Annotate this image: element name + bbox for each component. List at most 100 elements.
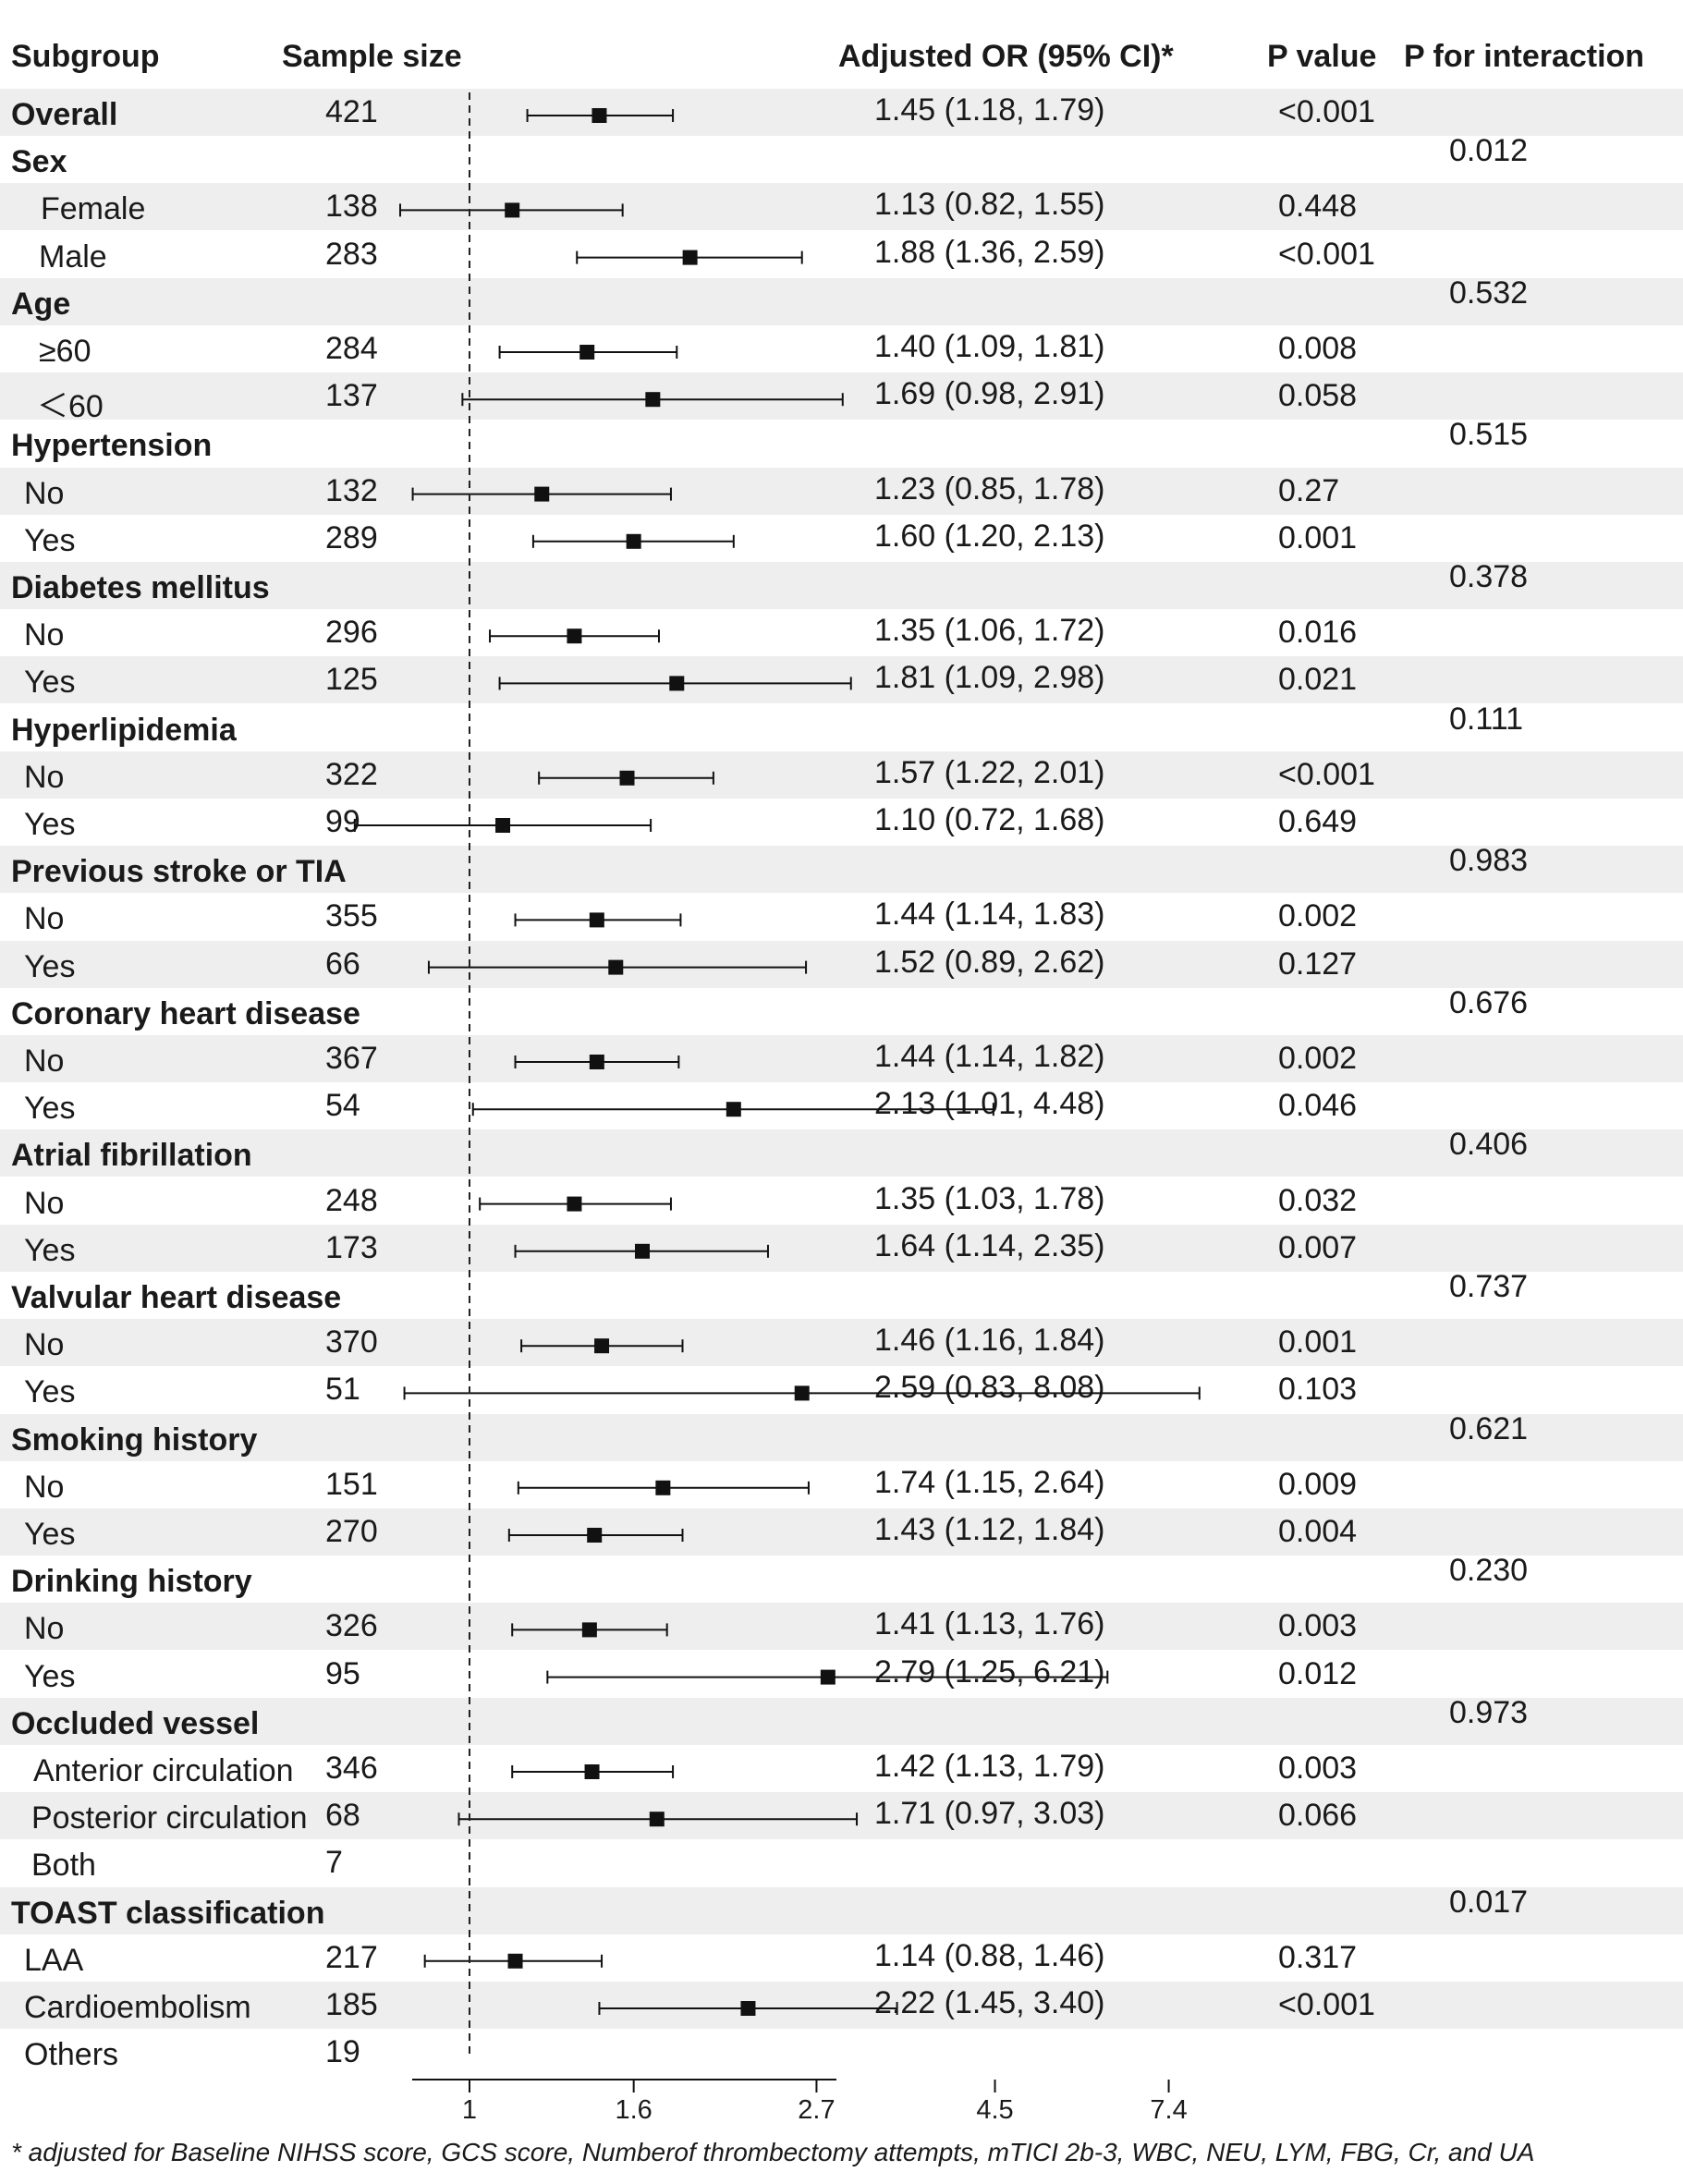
sample-size-value: 217: [325, 1939, 378, 1975]
group-row: TOAST classification 0.017: [0, 1884, 1683, 1934]
sample-size-value: 138: [325, 189, 378, 225]
p-value: <0.001: [1278, 236, 1375, 272]
p-interaction-value: 0.406: [1449, 1127, 1529, 1163]
p-value: 0.448: [1278, 189, 1358, 225]
subgroup-label: ＜60: [37, 389, 104, 425]
subgroup-row: No 370 1.46 (1.16, 1.84) 0.001: [0, 1319, 1683, 1367]
footnote: * adjusted for Baseline NIHSS score, GCS…: [11, 2138, 1535, 2166]
group-row: Diabetes mellitus 0.378: [0, 559, 1683, 609]
group-label: Overall: [11, 97, 118, 132]
or-ci-text: 2.79 (1.25, 6.21): [874, 1653, 1105, 1690]
subgroup-row: Yes 289 1.60 (1.20, 2.13) 0.001: [0, 515, 1683, 562]
p-value: 0.032: [1278, 1182, 1358, 1218]
sample-size-value: 355: [325, 898, 378, 934]
or-ci-text: 1.35 (1.06, 1.72): [874, 613, 1105, 649]
subgroup-label: No: [24, 901, 65, 937]
group-label: Diabetes mellitus: [11, 570, 270, 605]
group-row: Coronary heart disease 0.676: [0, 984, 1683, 1035]
subgroup-label: No: [24, 1327, 65, 1363]
subgroup-row: Posterior circulation 68 1.71 (0.97, 3.03)…: [0, 1792, 1683, 1840]
sample-size-value: 54: [325, 1088, 360, 1124]
subgroup-label: Yes: [24, 948, 76, 984]
or-ci-text: 1.40 (1.09, 1.81): [874, 329, 1105, 364]
subgroup-row: Yes 173 1.64 (1.14, 2.35) 0.007: [0, 1224, 1683, 1272]
subgroup-row: No 326 1.41 (1.13, 1.76) 0.003: [0, 1603, 1683, 1651]
subgroup-row: Both 7: [0, 1839, 1683, 1886]
p-interaction-value: 0.230: [1449, 1553, 1529, 1589]
p-interaction-value: 0.676: [1449, 984, 1529, 1020]
subgroup-row: Yes 95 2.79 (1.25, 6.21) 0.012: [0, 1651, 1683, 1698]
subgroup-row: Female 138 1.13 (0.82, 1.55) 0.448: [0, 183, 1683, 231]
subgroup-label: LAA: [24, 1942, 84, 1978]
header-p-value: P value: [1267, 39, 1377, 74]
group-label: Age: [11, 286, 71, 322]
p-value: 0.001: [1278, 519, 1358, 555]
subgroup-label: No: [24, 1469, 65, 1505]
subgroup-label: ≥60: [39, 334, 91, 369]
or-ci-text: 1.74 (1.15, 2.64): [874, 1464, 1105, 1500]
sample-size-value: 289: [325, 519, 378, 555]
group-label: TOAST classification: [11, 1895, 325, 1931]
group-label: Hypertension: [11, 428, 213, 464]
group-label: Valvular heart disease: [11, 1280, 342, 1315]
p-value: 0.002: [1278, 1041, 1358, 1076]
group-row: Previous stroke or TIA 0.983: [0, 843, 1683, 894]
sample-size-value: 346: [325, 1751, 378, 1786]
group-label: Smoking history: [11, 1421, 258, 1458]
sample-size-value: 370: [325, 1324, 378, 1360]
sample-size-value: 66: [325, 946, 360, 982]
or-ci-text: 1.69 (0.98, 2.91): [874, 376, 1105, 412]
sample-size-value: 137: [325, 378, 378, 414]
subgroup-row: Others 19: [0, 2029, 1683, 2076]
subgroup-row: Yes 51 2.59 (0.83, 8.08) 0.103: [0, 1366, 1683, 1413]
group-row: Drinking history 0.230: [0, 1553, 1683, 1603]
sample-size-value: 185: [325, 1987, 378, 2022]
sample-size-value: 99: [325, 804, 360, 839]
sample-size-value: 125: [325, 662, 378, 698]
p-value: 0.016: [1278, 615, 1358, 651]
p-interaction-value: 0.973: [1449, 1694, 1529, 1730]
subgroup-label: No: [24, 1611, 65, 1647]
or-ci-text: 1.44 (1.14, 1.83): [874, 897, 1105, 933]
subgroup-row: Yes 99 1.10 (0.72, 1.68) 0.649: [0, 799, 1683, 846]
subgroup-label: Others: [24, 2037, 119, 2073]
or-ci-text: 1.64 (1.14, 2.35): [874, 1227, 1105, 1263]
p-value: 0.001: [1278, 1324, 1358, 1360]
sample-size-value: 68: [325, 1798, 360, 1834]
subgroup-row: Yes 125 1.81 (1.09, 2.98) 0.021: [0, 656, 1683, 704]
or-ci-text: 1.44 (1.14, 1.82): [874, 1039, 1105, 1074]
sample-size-value: 284: [325, 331, 378, 366]
group-label: Occluded vessel: [11, 1705, 260, 1741]
or-ci-text: 2.59 (0.83, 8.08): [874, 1370, 1105, 1406]
subgroup-label: Anterior circulation: [33, 1753, 294, 1788]
subgroup-label: No: [24, 1185, 65, 1221]
subgroup-label: Yes: [24, 1091, 76, 1127]
p-value: 0.27: [1278, 472, 1340, 508]
p-interaction-value: 0.017: [1449, 1884, 1529, 1920]
header-sample-size: Sample size: [282, 39, 462, 74]
subgroup-row: Yes 66 1.52 (0.89, 2.62) 0.127: [0, 940, 1683, 988]
subgroup-label: No: [24, 759, 65, 795]
group-label: Coronary heart disease: [11, 995, 360, 1031]
p-value: 0.002: [1278, 898, 1358, 934]
or-ci-text: 1.45 (1.18, 1.79): [874, 92, 1105, 128]
p-interaction-value: 0.983: [1449, 843, 1529, 879]
p-value: 0.317: [1278, 1939, 1358, 1975]
p-interaction-value: 0.012: [1449, 133, 1529, 169]
p-interaction-value: 0.621: [1449, 1410, 1529, 1446]
or-ci-text: 2.13 (1.01, 4.48): [874, 1086, 1105, 1122]
subgroup-label: Yes: [24, 807, 76, 842]
subgroup-label: No: [24, 475, 65, 511]
group-label: Drinking history: [11, 1564, 252, 1600]
p-value: 0.021: [1278, 662, 1358, 698]
p-value: 0.127: [1278, 946, 1358, 982]
p-value: 0.003: [1278, 1608, 1358, 1644]
group-row: Occluded vessel 0.973: [0, 1694, 1683, 1745]
subgroup-row: No 296 1.35 (1.06, 1.72) 0.016: [0, 609, 1683, 656]
p-interaction-value: 0.378: [1449, 559, 1529, 594]
or-ci-text: 1.10 (0.72, 1.68): [874, 802, 1105, 837]
group-row: Sex 0.012: [0, 133, 1683, 183]
subgroup-label: Yes: [24, 1517, 76, 1552]
sample-size-value: 19: [325, 2034, 360, 2070]
or-ci-text: 1.71 (0.97, 3.03): [874, 1796, 1105, 1832]
